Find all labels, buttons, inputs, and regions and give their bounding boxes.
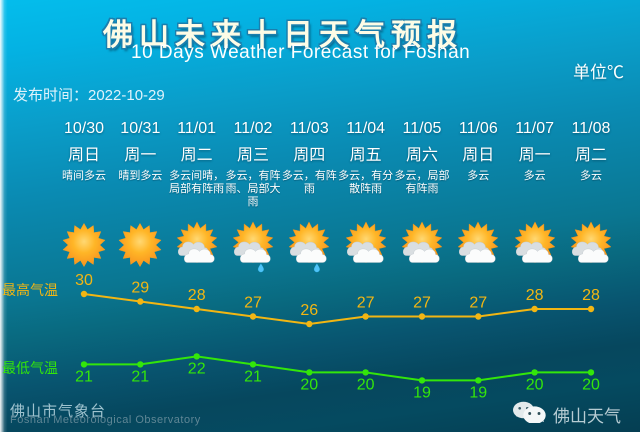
svg-text:20: 20	[300, 376, 318, 393]
svg-text:21: 21	[75, 368, 93, 385]
svg-text:21: 21	[131, 368, 149, 385]
svg-text:19: 19	[413, 384, 431, 401]
svg-text:22: 22	[188, 360, 206, 377]
svg-text:20: 20	[526, 376, 544, 393]
svg-text:21: 21	[244, 368, 262, 385]
svg-text:20: 20	[357, 376, 375, 393]
svg-text:19: 19	[469, 384, 487, 401]
svg-text:20: 20	[582, 376, 600, 393]
